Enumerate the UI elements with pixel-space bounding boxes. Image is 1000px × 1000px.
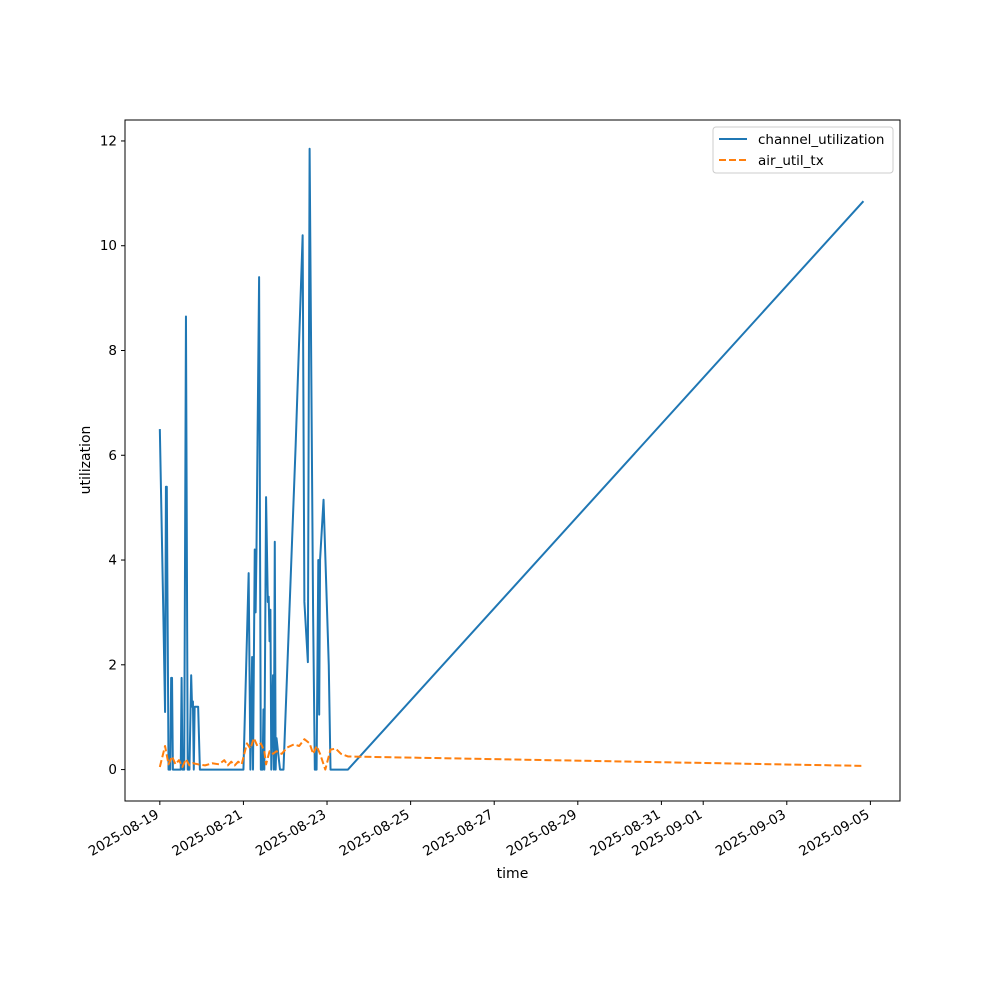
legend-label-air-util-tx: air_util_tx [758, 153, 824, 169]
series-layer [158, 147, 865, 771]
x-axis-label: time [497, 866, 529, 882]
y-tick-label-12: 12 [100, 133, 117, 149]
y-axis-label: utilization [78, 426, 94, 495]
series-line-air-util-tx [158, 737, 864, 771]
y-tick-label-10: 10 [100, 238, 117, 254]
y-tick-label-4: 4 [108, 553, 117, 569]
series-line-channel-utilization [158, 147, 865, 771]
y-axis: 0 2 4 6 8 10 12 [100, 133, 125, 778]
legend-label-channel-utilization: channel_utilization [758, 132, 885, 148]
legend-box [712, 126, 894, 174]
y-tick-label-8: 8 [108, 343, 117, 359]
y-tick-label-0: 0 [108, 762, 117, 778]
legend: channel_utilization air_util_tx [712, 126, 894, 174]
plot-frame [124, 119, 901, 802]
y-tick-label-6: 6 [108, 448, 117, 464]
y-tick-label-2: 2 [108, 657, 117, 673]
